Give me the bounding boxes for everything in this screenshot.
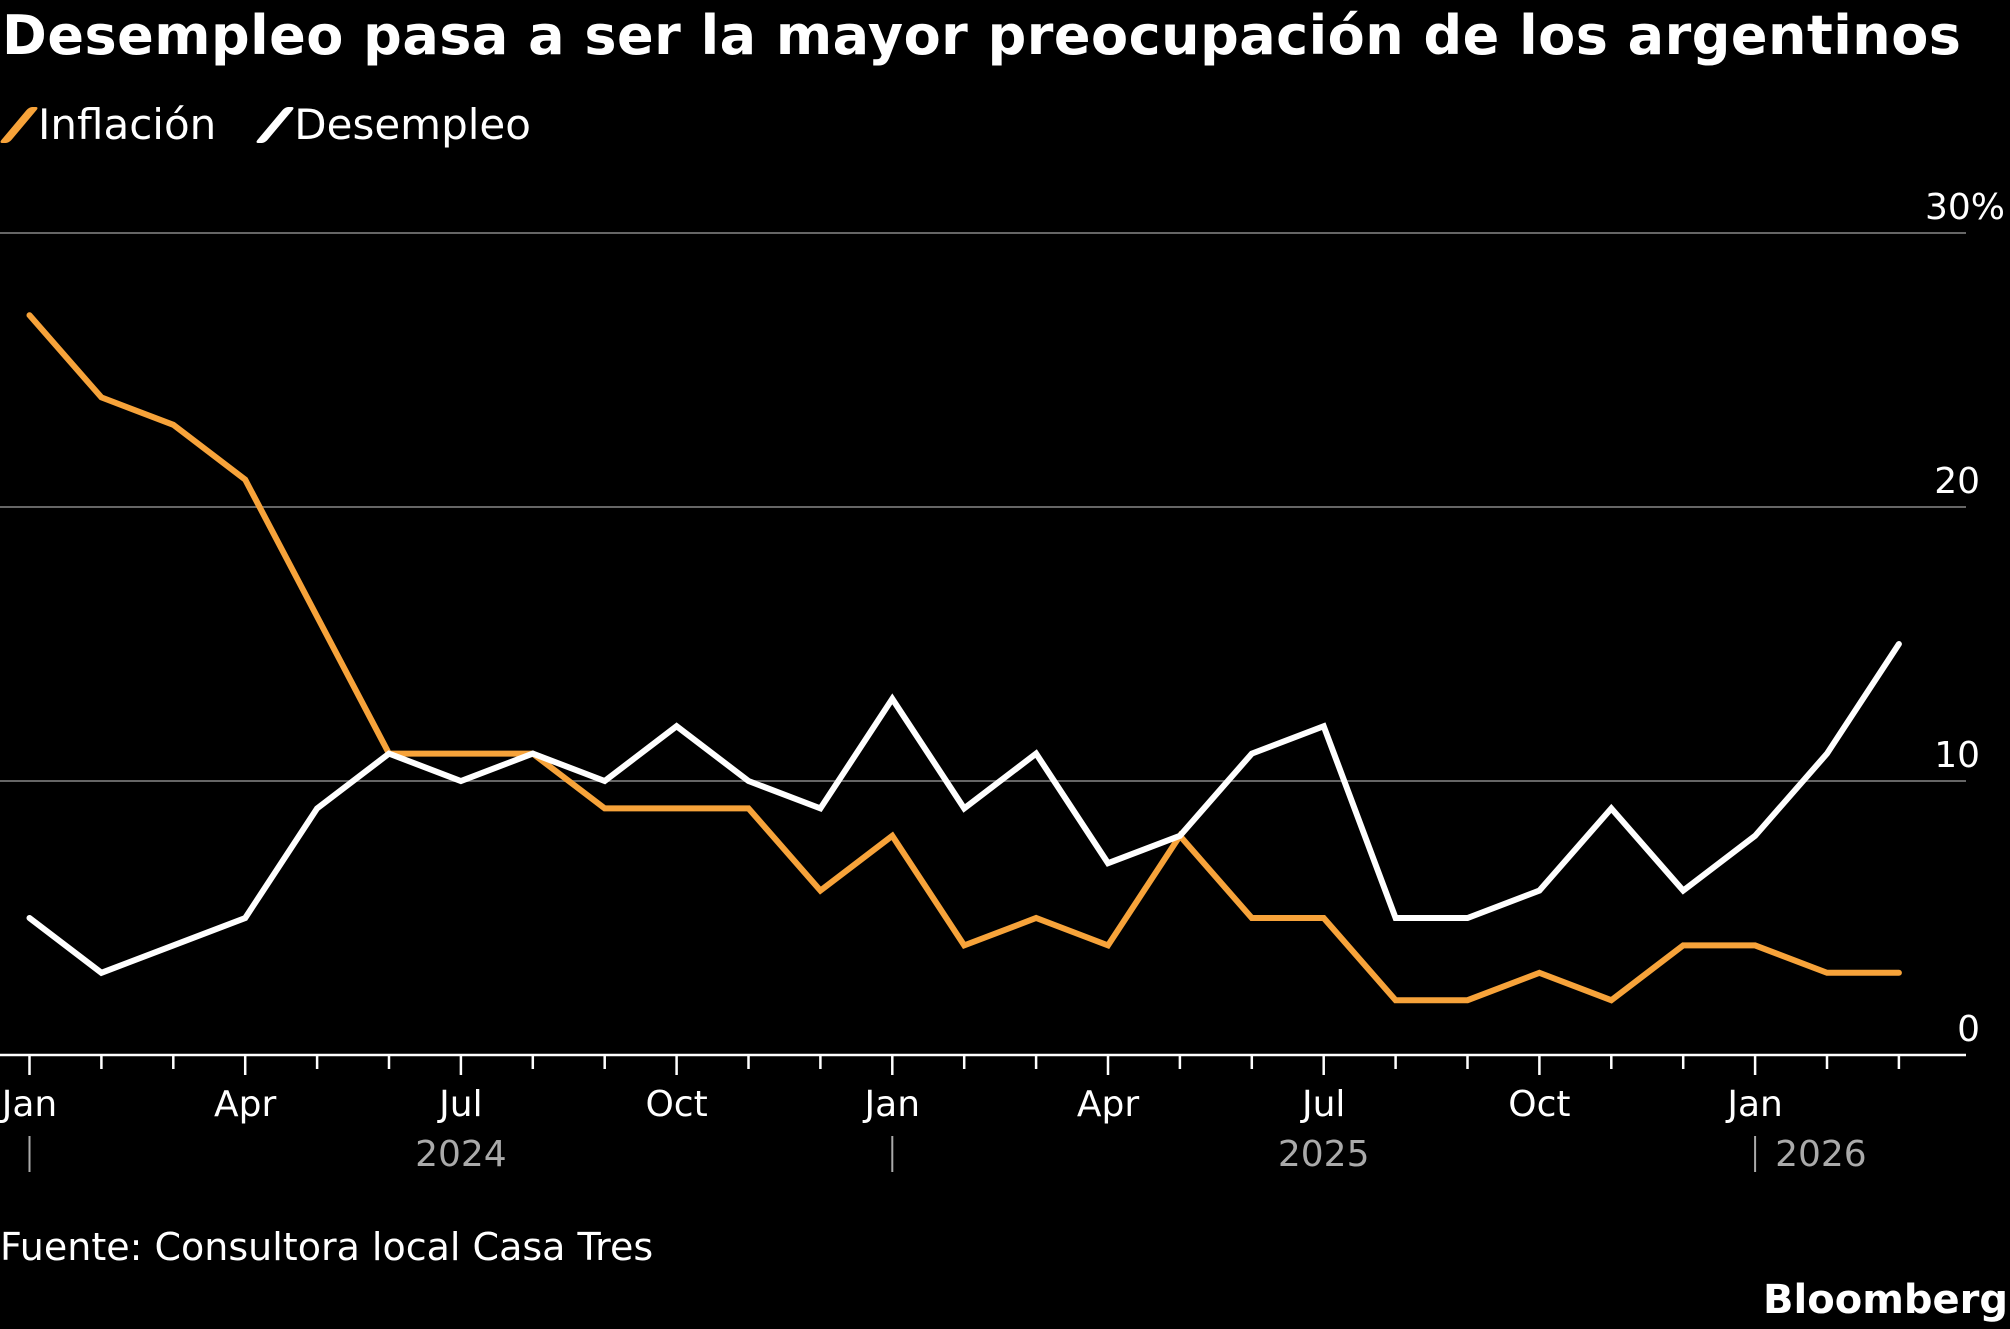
x-tick-label: Jan bbox=[863, 1084, 921, 1125]
x-tick-label: Jan bbox=[1725, 1084, 1783, 1125]
bloomberg-logo: Bloomberg bbox=[1763, 1277, 2008, 1323]
x-tick-label: Apr bbox=[214, 1084, 276, 1125]
year-label: 2024 bbox=[415, 1134, 507, 1175]
y-tick-label: 10 bbox=[1934, 735, 1980, 776]
legend-item-desempleo: Desempleo bbox=[255, 100, 531, 149]
y-tick-label: 30% bbox=[1925, 187, 2005, 228]
series-line-inflacion bbox=[26, 312, 1902, 1004]
y-tick-label: 20 bbox=[1934, 461, 1980, 502]
source-note: Fuente: Consultora local Casa Tres bbox=[0, 1225, 654, 1269]
series-line-desempleo bbox=[26, 641, 1902, 977]
year-label: 2025 bbox=[1278, 1134, 1370, 1175]
x-tick-label: Jul bbox=[1300, 1084, 1345, 1125]
y-tick-label: 0 bbox=[1957, 1009, 1980, 1050]
legend-label-desempleo: Desempleo bbox=[294, 100, 531, 149]
legend-item-inflacion: Inflación bbox=[0, 100, 216, 149]
legend-label-inflacion: Inflación bbox=[38, 100, 217, 149]
x-tick-label: Apr bbox=[1077, 1084, 1139, 1125]
legend: Inflación Desempleo bbox=[0, 100, 531, 149]
x-tick-label: Jul bbox=[437, 1084, 482, 1125]
year-label: 2026 bbox=[1775, 1134, 1867, 1175]
x-tick-label: Jan bbox=[0, 1084, 57, 1125]
x-tick-label: Oct bbox=[1508, 1084, 1570, 1125]
chart-title: Desempleo pasa a ser la mayor preocupaci… bbox=[2, 4, 1962, 67]
x-tick-label: Oct bbox=[645, 1084, 707, 1125]
